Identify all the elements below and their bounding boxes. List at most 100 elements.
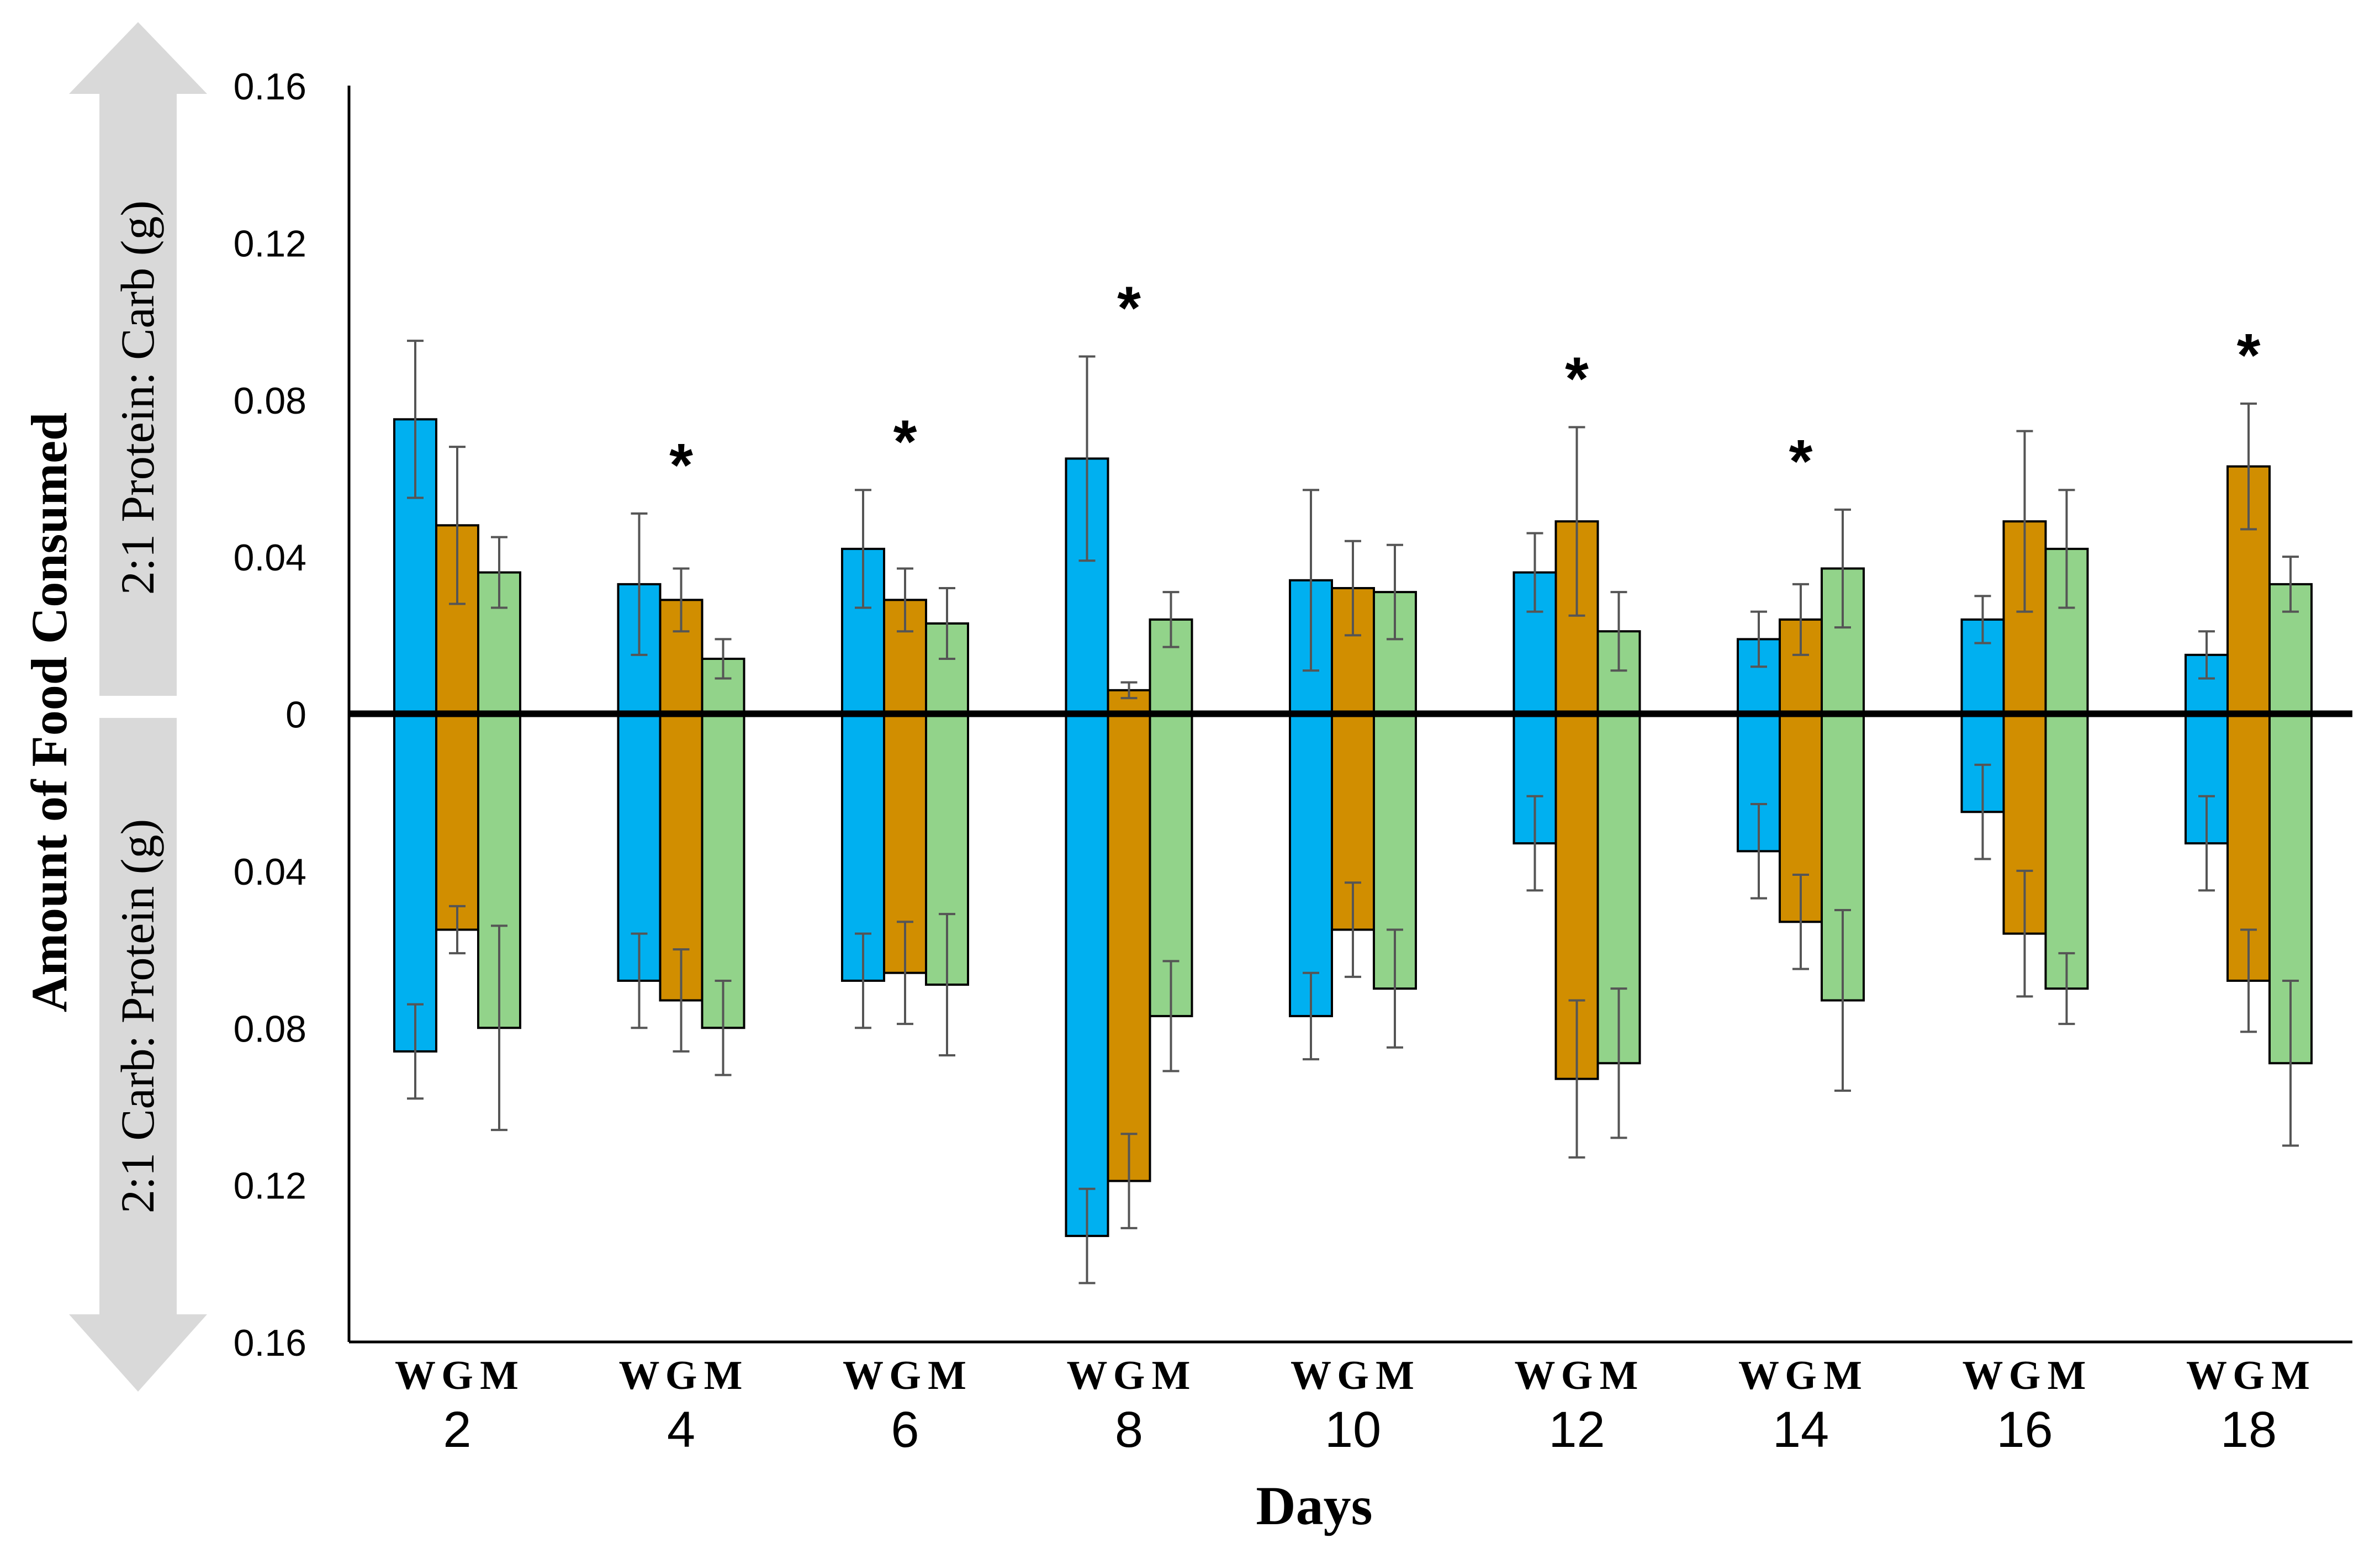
error-bar-W-day-4-upper xyxy=(631,512,648,656)
error-bar-G-day-4-upper xyxy=(673,567,690,633)
error-bar-W-day-10-upper xyxy=(1303,489,1319,672)
error-bar-M-day-16-lower xyxy=(2058,952,2075,1026)
x-tick-label-day-12: 12 xyxy=(1548,1402,1605,1458)
error-bar-G-day-12-lower xyxy=(1568,999,1585,1159)
bar-M-day-16-lower xyxy=(2044,712,2089,990)
group-letter-M-day-6: M xyxy=(928,1353,966,1398)
error-bar-G-day-2-upper xyxy=(449,446,466,605)
group-letter-G-day-8: G xyxy=(1113,1353,1145,1398)
arrow-shaft-lower xyxy=(99,718,177,1314)
error-bar-M-day-12-lower xyxy=(1610,987,1627,1139)
bar-W-day-2-lower xyxy=(393,712,437,1053)
error-bar-G-day-8-upper xyxy=(1120,681,1138,700)
group-letter-M-day-14: M xyxy=(1823,1353,1862,1398)
y-axis-title-lower: 2:1 Carb: Protein (g) xyxy=(111,819,164,1213)
error-bar-G-day-16-lower xyxy=(2016,869,2033,998)
group-letter-M-day-4: M xyxy=(704,1353,743,1398)
x-tick-label-day-2: 2 xyxy=(443,1402,471,1458)
error-bar-M-day-4-lower xyxy=(715,979,732,1076)
group-letter-W-day-14: W xyxy=(1738,1353,1779,1398)
error-bar-W-day-18-lower xyxy=(2198,795,2215,892)
group-letter-G-day-14: G xyxy=(1785,1353,1817,1398)
y-direction-arrow xyxy=(69,22,207,1392)
error-bar-W-day-16-upper xyxy=(1974,595,1991,644)
error-bar-W-day-4-lower xyxy=(631,932,648,1029)
error-bar-G-day-8-lower xyxy=(1120,1133,1138,1229)
group-letter-G-day-12: G xyxy=(1561,1353,1593,1398)
y-tick-label: 0.08 xyxy=(234,380,306,422)
error-bar-G-day-4-lower xyxy=(673,948,690,1053)
error-bar-G-day-6-upper xyxy=(897,567,913,633)
x-tick-label-day-16: 16 xyxy=(1996,1402,2053,1458)
bar-G-day-2-lower xyxy=(435,712,479,931)
group-letter-G-day-2: G xyxy=(441,1353,473,1398)
error-bar-M-day-8-upper xyxy=(1162,591,1180,648)
bar-G-day-8-lower xyxy=(1107,712,1151,1182)
error-bar-G-day-18-upper xyxy=(2240,402,2257,531)
significance-star-day-8: * xyxy=(1117,274,1141,342)
y-tick-label: 0.04 xyxy=(234,851,306,893)
y-tick-label: 0.16 xyxy=(234,66,306,108)
significance-star-day-6: * xyxy=(893,408,917,475)
group-letter-W-day-6: W xyxy=(843,1353,884,1398)
y-tick-label: 0 xyxy=(285,694,306,736)
group-letter-G-day-16: G xyxy=(2009,1353,2041,1398)
error-bar-W-day-14-upper xyxy=(1750,610,1767,668)
error-bar-M-day-18-upper xyxy=(2282,556,2299,613)
group-letter-M-day-12: M xyxy=(1600,1353,1638,1398)
error-bar-M-day-18-lower xyxy=(2282,979,2299,1147)
x-tick-label-day-18: 18 xyxy=(2220,1402,2277,1458)
significance-star-day-12: * xyxy=(1565,345,1589,413)
group-letter-W-day-4: W xyxy=(619,1353,660,1398)
group-letter-M-day-18: M xyxy=(2271,1353,2310,1398)
error-bar-G-day-14-lower xyxy=(1792,873,1809,970)
group-letter-W-day-18: W xyxy=(2186,1353,2227,1398)
x-axis-title: Days xyxy=(1256,1475,1372,1536)
bar-W-day-10-lower xyxy=(1289,712,1333,1017)
error-bar-W-day-12-upper xyxy=(1526,532,1543,613)
group-letter-W-day-10: W xyxy=(1291,1353,1331,1398)
error-bar-G-day-16-upper xyxy=(2016,430,2033,613)
x-tick-label-day-14: 14 xyxy=(1773,1402,1829,1458)
group-letter-M-day-8: M xyxy=(1152,1353,1191,1398)
group-letter-W-day-8: W xyxy=(1067,1353,1108,1398)
error-bars xyxy=(407,340,2299,1285)
x-tick-label-day-4: 4 xyxy=(667,1402,695,1458)
significance-star-day-4: * xyxy=(669,431,693,499)
error-bar-G-day-18-lower xyxy=(2240,928,2257,1033)
error-bar-G-day-10-upper xyxy=(1345,540,1361,637)
group-letter-W-day-2: W xyxy=(395,1353,436,1398)
group-letter-G-day-10: G xyxy=(1337,1353,1369,1398)
error-bar-G-day-12-upper xyxy=(1568,426,1585,617)
error-bar-M-day-10-upper xyxy=(1387,543,1403,641)
group-letter-M-day-16: M xyxy=(2048,1353,2086,1398)
error-bar-W-day-8-lower xyxy=(1078,1187,1096,1285)
error-bar-M-day-14-upper xyxy=(1834,508,1851,629)
error-bar-M-day-16-upper xyxy=(2058,489,2075,609)
error-bar-M-day-6-upper xyxy=(939,587,955,660)
error-bar-M-day-10-lower xyxy=(1387,928,1403,1049)
error-bar-M-day-14-lower xyxy=(1834,908,1851,1092)
error-bar-W-day-12-lower xyxy=(1526,795,1543,892)
error-bar-M-day-6-lower xyxy=(939,913,955,1057)
error-bar-W-day-10-lower xyxy=(1303,971,1319,1061)
arrow-shaft-upper xyxy=(99,99,177,696)
error-bar-W-day-14-lower xyxy=(1750,803,1767,900)
group-letter-G-day-4: G xyxy=(665,1353,697,1398)
error-bar-W-day-8-upper xyxy=(1078,355,1096,562)
group-letter-M-day-10: M xyxy=(1376,1353,1414,1398)
error-bar-G-day-14-upper xyxy=(1792,583,1809,656)
group-letter-G-day-18: G xyxy=(2233,1353,2265,1398)
group-letter-W-day-16: W xyxy=(1963,1353,2003,1398)
y-tick-label: 0.04 xyxy=(234,537,306,579)
error-bar-M-day-2-lower xyxy=(491,924,507,1132)
error-bar-W-day-2-lower xyxy=(407,1003,424,1100)
error-bar-M-day-2-upper xyxy=(491,536,507,609)
group-letter-G-day-6: G xyxy=(889,1353,921,1398)
x-tick-label-day-10: 10 xyxy=(1325,1402,1381,1458)
error-bar-W-day-6-upper xyxy=(855,489,871,609)
error-bar-G-day-10-lower xyxy=(1345,881,1361,978)
bar-W-day-8-lower xyxy=(1065,712,1109,1238)
